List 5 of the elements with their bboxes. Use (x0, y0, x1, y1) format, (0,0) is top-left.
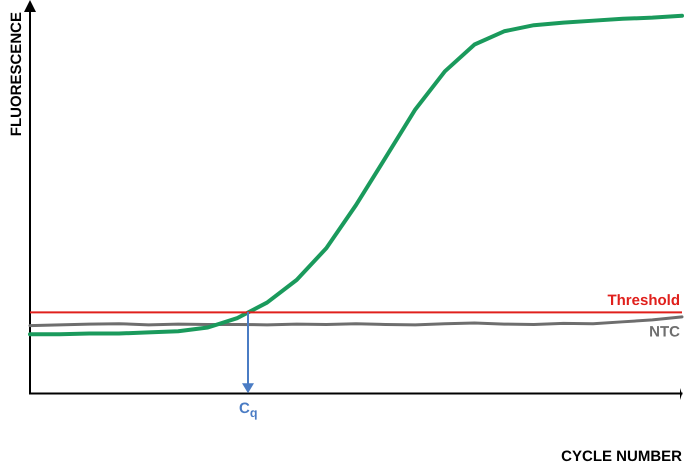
text: C$_{q}$ (239, 400, 258, 420)
x-axis-title: CYCLE NUMBER (561, 448, 682, 466)
ref-line-label: Threshold (607, 292, 680, 310)
series-label: NTC (649, 324, 680, 341)
y-axis-title: FLUORESCENCE (8, 12, 26, 136)
